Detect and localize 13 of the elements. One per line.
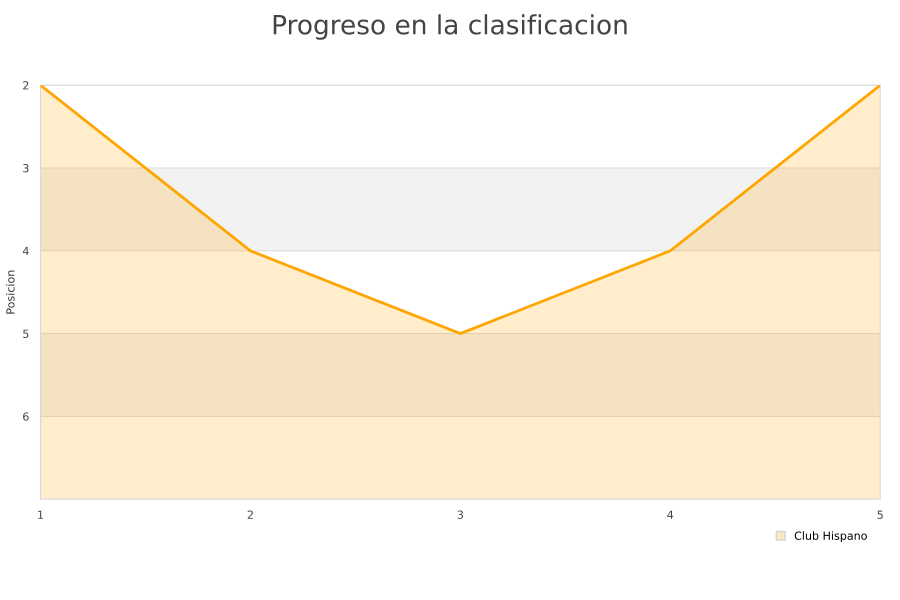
y-tick-label: 5 — [23, 330, 28, 338]
legend-label: Club Hispano — [794, 531, 867, 542]
x-tick-label: 4 — [667, 510, 674, 519]
chart-title: Progreso en la clasificacion — [274, 14, 627, 40]
y-tick-label: 6 — [23, 412, 29, 421]
y-axis-title: Posicion — [6, 270, 15, 314]
x-tick-label: 2 — [248, 510, 253, 519]
x-tick-label: 5 — [878, 510, 883, 519]
y-tick-label: 2 — [23, 81, 28, 90]
x-tick-label: 3 — [458, 510, 463, 519]
x-tick-label: 1 — [38, 510, 44, 519]
y-tick-label: 4 — [22, 246, 29, 256]
y-tick-label: 3 — [23, 164, 28, 172]
